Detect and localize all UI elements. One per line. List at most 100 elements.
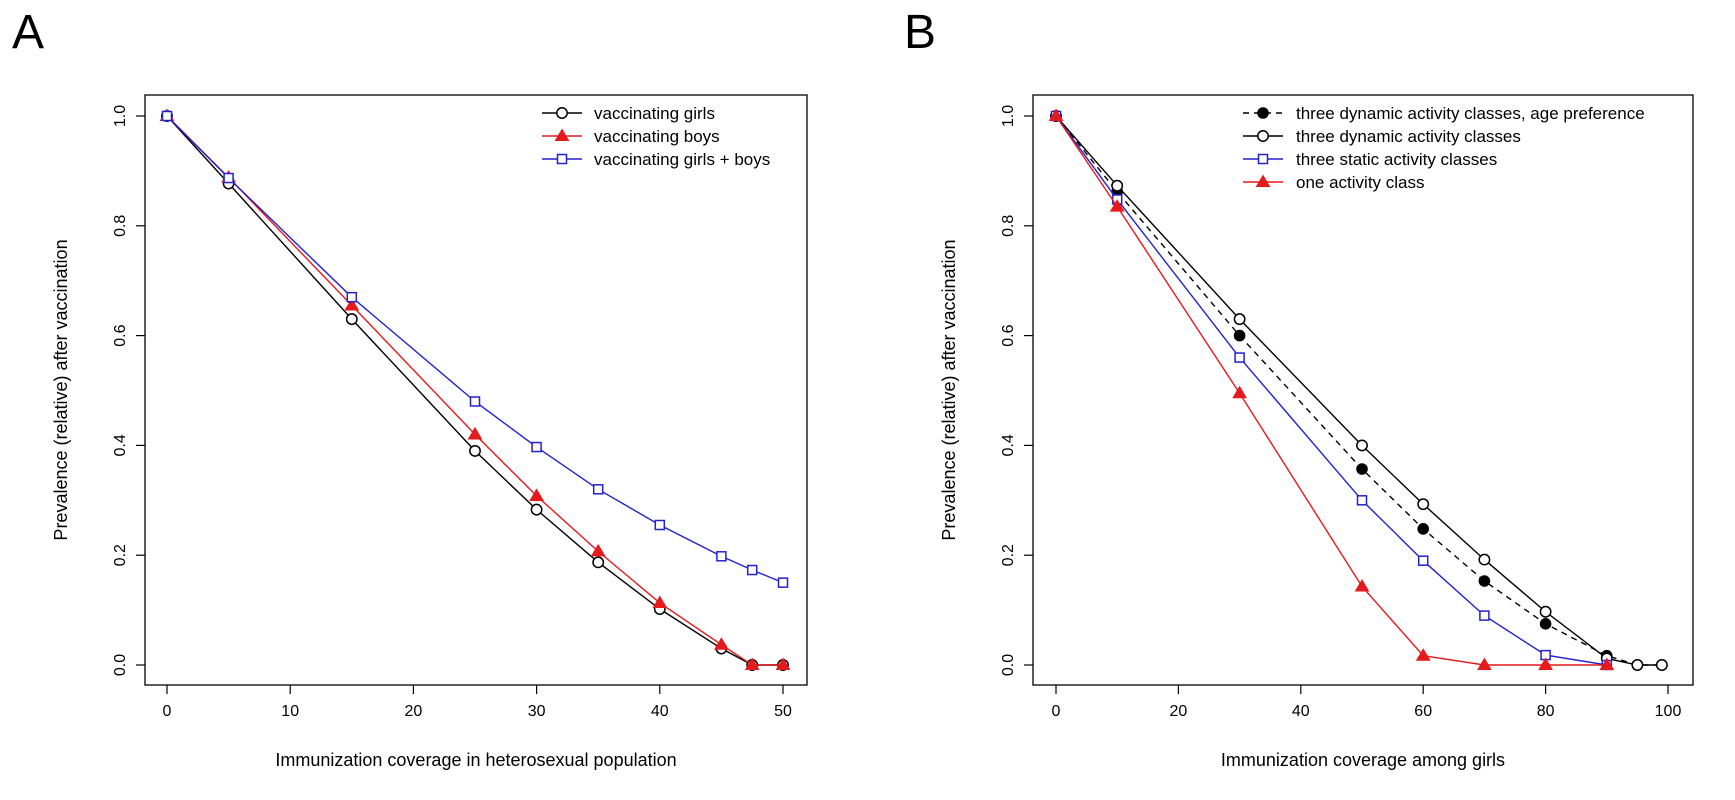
legend-marker-b-2 <box>1257 153 1269 165</box>
data-point-a-1 <box>467 426 483 440</box>
plot-frame-b <box>1032 94 1694 686</box>
panel-b: B 0 20 40 60 80 100 0.0 0.2 0.4 0.6 0.8 1.0 Immunizat… <box>904 6 1694 770</box>
series-b-2 <box>1050 110 1613 671</box>
series-line-b-0 <box>1055 115 1662 666</box>
legend-a: vaccinating girls vaccinating boys vaccina… <box>542 104 770 169</box>
data-point-b-0 <box>1233 329 1246 342</box>
series-b-3 <box>1048 108 1615 671</box>
legend-marker-a-0 <box>556 107 568 119</box>
x-tick-label-b: 80 <box>1537 703 1555 720</box>
y-tick-label-b: 0.4 <box>1000 434 1017 456</box>
y-tick-label-b: 0.2 <box>1000 544 1017 566</box>
data-point-b-3 <box>1599 657 1615 671</box>
y-tick-label-b: 0.6 <box>1000 324 1017 346</box>
data-point-b-2 <box>1479 610 1490 621</box>
data-point-a-1 <box>744 657 760 671</box>
x-tick-label-a: 50 <box>774 703 792 720</box>
panel-letter-a: A <box>12 6 44 59</box>
legend-marker-a-1 <box>554 128 570 142</box>
x-tick-label-a: 20 <box>405 703 423 720</box>
data-point-a-0 <box>469 444 481 457</box>
data-point-b-1 <box>1655 659 1668 671</box>
x-tick-label-b: 100 <box>1655 703 1682 720</box>
y-tick-label-b: 0.0 <box>1000 654 1017 676</box>
data-point-a-1 <box>652 595 668 609</box>
series-line-b-1 <box>1055 115 1662 666</box>
legend-label-b-1: three dynamic activity classes <box>1296 127 1521 146</box>
series-a-0 <box>161 110 789 671</box>
data-point-b-1 <box>1539 605 1552 618</box>
data-point-b-1 <box>1631 659 1644 671</box>
y-axis-title-b: Prevalence (relative) after vaccination <box>939 239 959 540</box>
data-point-b-3 <box>1415 648 1431 661</box>
y-tick-label-a: 0.0 <box>112 654 129 676</box>
data-point-a-1 <box>344 297 360 311</box>
x-axis-title-a: Immunization coverage in heterosexual po… <box>275 750 676 770</box>
panel-letter-b: B <box>904 6 936 59</box>
series-a-1 <box>159 108 791 671</box>
y-tick-label-b: 1.0 <box>1000 105 1017 127</box>
legend-label-a-0: vaccinating girls <box>594 104 715 123</box>
data-point-b-3 <box>1354 579 1370 592</box>
legend-label-b-3: one activity class <box>1296 173 1425 192</box>
data-point-a-2 <box>592 484 604 495</box>
data-point-a-1 <box>775 657 791 671</box>
data-point-a-2 <box>531 441 542 453</box>
data-point-a-2 <box>777 577 789 588</box>
data-point-a-2 <box>654 519 666 531</box>
legend-marker-b-3 <box>1255 174 1271 188</box>
data-point-a-2 <box>746 564 758 576</box>
legend-marker-b-0 <box>1257 107 1269 119</box>
x-axis-title-b: Immunization coverage among girls <box>1221 750 1505 770</box>
data-point-b-2 <box>1234 352 1245 363</box>
y-tick-label-a: 0.2 <box>112 544 129 566</box>
data-point-b-0 <box>1356 463 1368 475</box>
data-point-a-0 <box>592 556 605 569</box>
data-point-a-0 <box>530 503 543 516</box>
data-point-b-1 <box>1478 553 1491 566</box>
x-tick-label-a: 10 <box>281 703 299 720</box>
legend-label-a-1: vaccinating boys <box>594 127 720 146</box>
data-point-b-0 <box>1417 523 1429 535</box>
data-point-b-2 <box>1356 495 1368 506</box>
y-tick-label-a: 0.4 <box>112 434 129 456</box>
data-point-b-3 <box>1232 385 1247 399</box>
data-point-b-3 <box>1477 657 1492 671</box>
data-point-a-2 <box>469 396 481 407</box>
x-tick-label-a: 30 <box>528 703 546 720</box>
x-tick-label-b: 60 <box>1414 703 1432 720</box>
series-a-2 <box>161 110 789 588</box>
series-line-b-2 <box>1055 115 1607 666</box>
x-tick-label-a: 0 <box>163 703 172 720</box>
data-point-a-1 <box>590 543 606 557</box>
panel-a: A 0 10 20 30 40 50 0.0 0.2 0.4 0.6 0.8 1.0 Immunizati… <box>12 6 808 770</box>
data-point-a-2 <box>223 172 234 184</box>
series-line-b-3 <box>1055 115 1607 666</box>
data-point-a-1 <box>529 488 544 501</box>
data-point-a-2 <box>161 110 173 122</box>
y-tick-label-a: 1.0 <box>112 105 129 127</box>
x-tick-label-b: 40 <box>1292 703 1310 720</box>
legend-marker-b-1 <box>1257 130 1269 142</box>
data-point-a-2 <box>346 291 358 303</box>
data-point-b-1 <box>1417 498 1430 511</box>
data-point-b-0 <box>1539 618 1552 630</box>
series-line-a-1 <box>166 115 783 666</box>
data-point-b-3 <box>1048 108 1064 122</box>
x-tick-label-b: 20 <box>1170 703 1188 720</box>
series-line-a-2 <box>166 115 784 584</box>
legend-label-a-2: vaccinating girls + boys <box>594 150 770 169</box>
data-point-a-2 <box>716 551 727 562</box>
data-point-b-1 <box>1233 313 1246 326</box>
data-point-a-0 <box>345 313 358 326</box>
data-point-b-3 <box>1109 199 1125 212</box>
data-point-b-1 <box>1356 439 1368 452</box>
legend-marker-a-2 <box>556 153 568 165</box>
y-tick-label-a: 0.6 <box>112 324 129 346</box>
data-point-b-3 <box>1538 657 1553 671</box>
legend-label-b-2: three static activity classes <box>1296 150 1497 169</box>
plot-frame-a <box>144 94 808 686</box>
data-point-b-0 <box>1478 575 1491 587</box>
series-line-a-0 <box>166 115 783 666</box>
